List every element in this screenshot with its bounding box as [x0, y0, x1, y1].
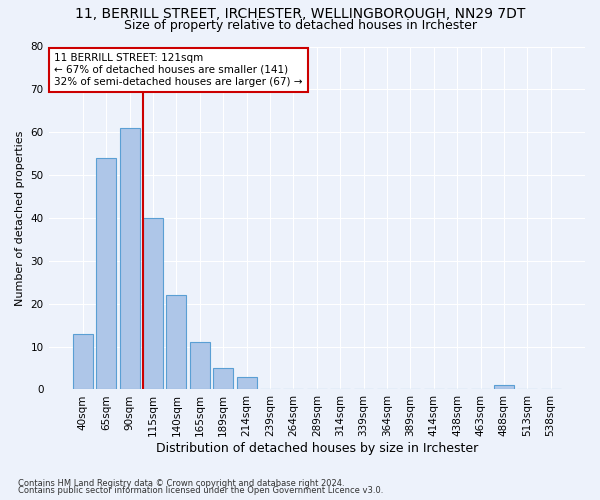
Bar — [143, 218, 163, 390]
Text: Size of property relative to detached houses in Irchester: Size of property relative to detached ho… — [124, 18, 476, 32]
Bar — [97, 158, 116, 390]
Text: 11 BERRILL STREET: 121sqm
← 67% of detached houses are smaller (141)
32% of semi: 11 BERRILL STREET: 121sqm ← 67% of detac… — [54, 54, 302, 86]
Bar — [73, 334, 93, 390]
Y-axis label: Number of detached properties: Number of detached properties — [15, 130, 25, 306]
X-axis label: Distribution of detached houses by size in Irchester: Distribution of detached houses by size … — [155, 442, 478, 455]
Bar — [494, 385, 514, 390]
Bar — [213, 368, 233, 390]
Bar — [166, 295, 187, 390]
Text: 11, BERRILL STREET, IRCHESTER, WELLINGBOROUGH, NN29 7DT: 11, BERRILL STREET, IRCHESTER, WELLINGBO… — [75, 8, 525, 22]
Bar — [120, 128, 140, 390]
Bar — [190, 342, 210, 390]
Text: Contains public sector information licensed under the Open Government Licence v3: Contains public sector information licen… — [18, 486, 383, 495]
Bar — [236, 376, 257, 390]
Text: Contains HM Land Registry data © Crown copyright and database right 2024.: Contains HM Land Registry data © Crown c… — [18, 478, 344, 488]
